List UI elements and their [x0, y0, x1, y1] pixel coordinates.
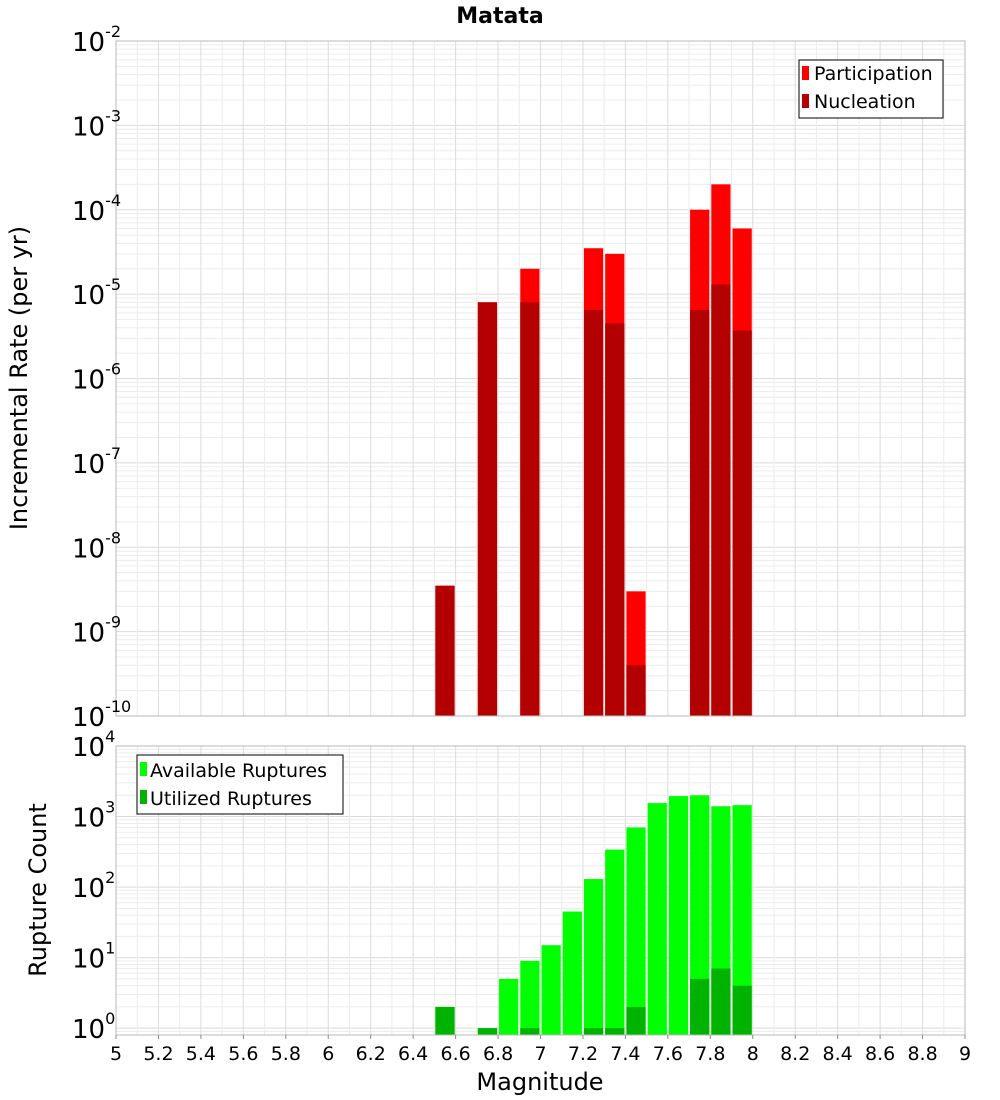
- bar-utilized-ruptures: [583, 1028, 604, 1035]
- bar-utilized-ruptures: [605, 1028, 625, 1035]
- bottom-legend: Available Ruptures Utilized Ruptures: [136, 754, 344, 815]
- x-tick-label: 7: [534, 1043, 546, 1065]
- x-tick-label: 8: [747, 1043, 759, 1065]
- bar-available-ruptures: [583, 879, 604, 1035]
- bar-utilized-ruptures: [520, 1028, 540, 1035]
- bar-available-ruptures: [520, 960, 540, 1035]
- bar-available-ruptures: [626, 827, 646, 1035]
- x-axis-label: Magnitude: [476, 1068, 603, 1096]
- legend-label-participation: Participation: [814, 63, 933, 85]
- bottom-y-axis-label: Rupture Count: [24, 803, 52, 977]
- bar-available-ruptures: [499, 978, 519, 1035]
- x-tick-label: 5.6: [228, 1043, 258, 1065]
- x-tick-label: 7.2: [568, 1043, 598, 1065]
- bar-nucleation: [626, 665, 646, 716]
- top-y-axis-label: Incremental Rate (per yr): [5, 226, 33, 530]
- y-tick-label: 10-7: [72, 444, 121, 480]
- legend-swatch-nucleation: [802, 94, 809, 108]
- y-tick-label: 101: [72, 939, 115, 975]
- top-plot-frame: [115, 40, 966, 717]
- x-tick-label: 5.4: [186, 1043, 216, 1065]
- x-tick-label: 8.4: [823, 1043, 853, 1065]
- y-tick-label: 103: [72, 798, 115, 834]
- y-tick-label: 10-10: [72, 697, 131, 733]
- x-tick-label: 6.6: [440, 1043, 470, 1065]
- x-tick-label: 5.8: [271, 1043, 301, 1065]
- legend-swatch-utilized: [140, 790, 147, 804]
- legend-swatch-available: [140, 762, 147, 776]
- bar-utilized-ruptures: [690, 978, 710, 1035]
- x-tick-label: 6.4: [398, 1043, 428, 1065]
- legend-label-available: Available Ruptures: [150, 760, 327, 782]
- y-tick-label: 104: [72, 727, 115, 763]
- bar-nucleation: [435, 585, 455, 716]
- bar-nucleation: [732, 330, 752, 716]
- y-tick-label: 10-2: [72, 22, 121, 58]
- chart-title: Matata: [456, 4, 543, 29]
- x-tick-label: 8.6: [865, 1043, 895, 1065]
- bar-available-ruptures: [541, 945, 561, 1035]
- x-tick-label: 9: [959, 1043, 971, 1065]
- bar-utilized-ruptures: [626, 1006, 646, 1035]
- y-tick-label: 10-9: [72, 613, 121, 649]
- bar-nucleation: [711, 284, 731, 716]
- x-tick-label: 8.2: [780, 1043, 810, 1065]
- bottom-y-ticks: 100 101 102 103 104: [72, 727, 115, 1045]
- x-tick-label: 6.2: [356, 1043, 386, 1065]
- bottom-plot: 100 101 102 103 104 5 5.2 5.4 5.6 5.8 6 6.2 6.4 6.6 6…: [24, 727, 971, 1096]
- legend-swatch-participation: [802, 66, 809, 80]
- bar-utilized-ruptures: [435, 1006, 455, 1035]
- y-tick-label: 10-6: [72, 360, 121, 396]
- bar-available-ruptures: [562, 911, 582, 1035]
- top-legend-box: [798, 59, 944, 119]
- bar-nucleation: [605, 323, 625, 716]
- x-ticks: 5 5.2 5.4 5.6 5.8 6 6.2 6.4 6.6 6.8 7 7.2 7.4 7.6 7.8 8…: [110, 1035, 971, 1065]
- y-tick-label: 10-8: [72, 528, 121, 564]
- top-legend: Participation Nucleation: [798, 59, 944, 119]
- bar-available-ruptures: [690, 795, 710, 1035]
- legend-label-utilized: Utilized Ruptures: [150, 788, 312, 810]
- x-tick-label: 5: [110, 1043, 122, 1065]
- x-tick-label: 6.8: [483, 1043, 513, 1065]
- bar-available-ruptures: [732, 805, 752, 1035]
- top-y-ticks: 10-10 10-9 10-8 10-7 10-6 10-5 10-4 10-3 10-2: [72, 22, 131, 733]
- bar-utilized-ruptures: [477, 1028, 498, 1035]
- y-tick-label: 102: [72, 868, 115, 904]
- bottom-legend-box: [136, 754, 344, 815]
- top-bars-nucleation: [435, 284, 752, 716]
- x-tick-label: 7.4: [610, 1043, 640, 1065]
- bottom-bars-utilized: [435, 968, 752, 1035]
- x-tick-label: 7.8: [695, 1043, 725, 1065]
- bar-utilized-ruptures: [711, 968, 731, 1035]
- x-tick-label: 6: [322, 1043, 334, 1065]
- y-tick-label: 10-3: [72, 106, 121, 142]
- bar-nucleation: [690, 309, 710, 716]
- bottom-bars-available: [435, 795, 752, 1035]
- y-tick-label: 10-4: [72, 191, 121, 227]
- top-grid: [115, 40, 966, 717]
- legend-label-nucleation: Nucleation: [814, 91, 916, 113]
- y-tick-label: 10-5: [72, 275, 121, 311]
- bar-available-ruptures: [605, 849, 625, 1035]
- y-tick-label: 100: [72, 1009, 115, 1045]
- bar-nucleation: [520, 302, 540, 716]
- x-tick-label: 8.8: [907, 1043, 937, 1065]
- x-tick-label: 7.6: [653, 1043, 683, 1065]
- bar-nucleation: [583, 309, 604, 716]
- bar-available-ruptures: [647, 803, 667, 1035]
- x-tick-label: 5.2: [143, 1043, 173, 1065]
- bar-nucleation: [477, 302, 498, 716]
- bar-available-ruptures: [668, 796, 689, 1035]
- top-plot: 10-10 10-9 10-8 10-7 10-6 10-5 10-4 10-3 10-2 In…: [5, 22, 966, 733]
- bar-utilized-ruptures: [732, 985, 752, 1035]
